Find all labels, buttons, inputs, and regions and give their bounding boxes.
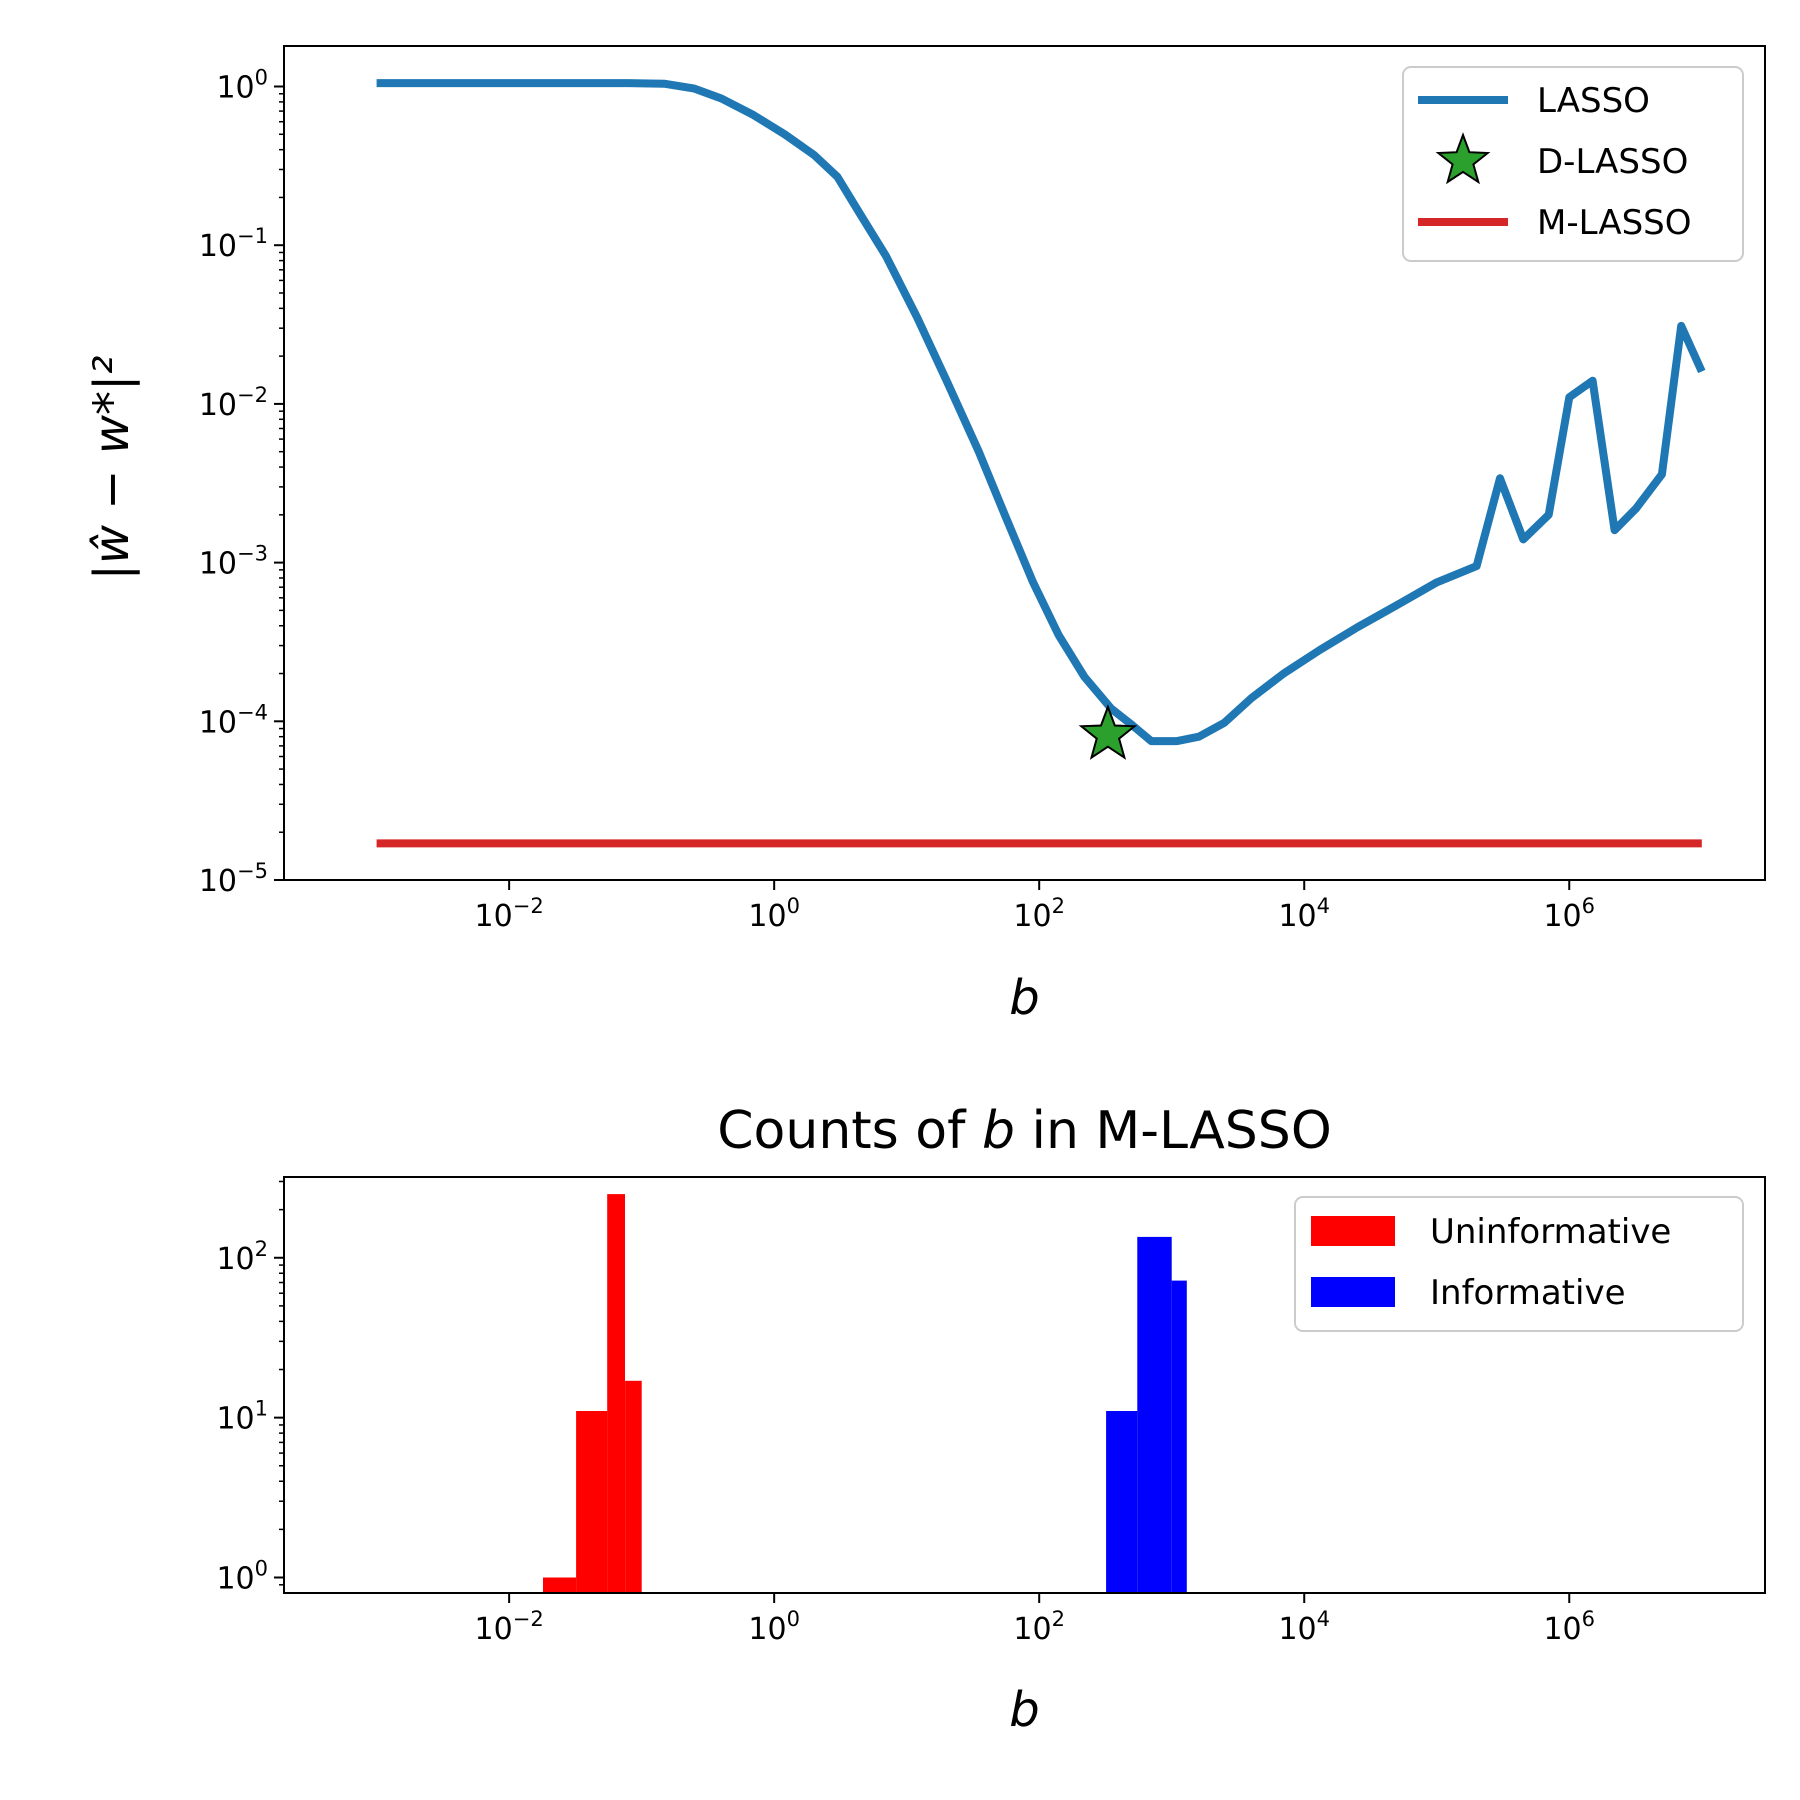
x-axis-label: b bbox=[1009, 1682, 1039, 1738]
x-tick-label: 106 bbox=[1543, 1607, 1595, 1647]
y-tick-label: 10−4 bbox=[199, 700, 268, 740]
y-tick-label: 10−5 bbox=[199, 859, 268, 899]
x-tick-label: 104 bbox=[1278, 894, 1330, 934]
series-marker-d-lasso bbox=[1078, 704, 1138, 760]
histogram-bar-uninformative bbox=[576, 1411, 608, 1593]
chart-title: Counts of b in M-LASSO bbox=[717, 1101, 1332, 1161]
legend-box bbox=[1294, 1196, 1744, 1332]
y-tick-label: 100 bbox=[216, 66, 268, 106]
legend: Uninformative Informative bbox=[1294, 1196, 1744, 1332]
y-tick-label: 10−2 bbox=[199, 383, 268, 423]
x-tick-label: 10−2 bbox=[475, 894, 544, 934]
x-axis-label: b bbox=[1009, 970, 1039, 1026]
x-tick-label: 102 bbox=[1013, 894, 1065, 934]
x-tick-label: 106 bbox=[1543, 894, 1595, 934]
x-tick-label: 10−2 bbox=[475, 1607, 544, 1647]
legend-box bbox=[1402, 66, 1744, 262]
y-tick-label: 10−1 bbox=[199, 224, 268, 264]
x-tick-label: 100 bbox=[748, 894, 800, 934]
plot-frame bbox=[283, 1176, 1766, 1594]
legend-label-lasso: LASSO bbox=[1537, 81, 1650, 121]
x-tick-label: 102 bbox=[1013, 1607, 1065, 1647]
legend-label-d-lasso: D-LASSO bbox=[1537, 142, 1688, 182]
plot-frame bbox=[283, 45, 1766, 881]
histogram-bar-uninformative bbox=[543, 1577, 577, 1593]
y-tick-label: 102 bbox=[216, 1237, 268, 1277]
counts-histogram-plot: 100 101 102 10−2 100 102 104 106 Counts of b in … bbox=[216, 1101, 1766, 1738]
histogram-bar-informative bbox=[1171, 1280, 1187, 1593]
error-vs-b-plot: 100 10−1 10−2 10−3 10−4 10−5 10−2 100 102 104 106 |… bbox=[84, 45, 1766, 1026]
x-tick-label: 100 bbox=[748, 1607, 800, 1647]
histogram-bar-uninformative bbox=[607, 1194, 625, 1593]
histogram-bar-uninformative bbox=[625, 1380, 642, 1593]
plot-area bbox=[376, 79, 1706, 848]
y-tick-label: 101 bbox=[216, 1397, 268, 1437]
legend: LASSO D-LASSO M-LASSO bbox=[1402, 66, 1744, 262]
histogram-bar-informative bbox=[1106, 1411, 1138, 1593]
y-tick-label: 10−3 bbox=[199, 542, 268, 582]
legend-label-uninformative: Uninformative bbox=[1430, 1212, 1671, 1252]
series-line-lasso bbox=[376, 79, 1706, 746]
legend-label-informative: Informative bbox=[1430, 1273, 1626, 1313]
legend-swatch-informative bbox=[1311, 1277, 1395, 1307]
legend-swatch-d-lasso bbox=[1435, 132, 1491, 185]
legend-swatch-uninformative bbox=[1311, 1216, 1395, 1246]
histogram-bar-informative bbox=[1137, 1236, 1172, 1593]
legend-label-m-lasso: M-LASSO bbox=[1537, 203, 1692, 243]
plot-area bbox=[543, 1194, 1187, 1593]
x-tick-label: 104 bbox=[1278, 1607, 1330, 1647]
y-tick-label: 100 bbox=[216, 1557, 268, 1597]
y-axis-label: |ŵ − w*|² bbox=[84, 356, 140, 581]
